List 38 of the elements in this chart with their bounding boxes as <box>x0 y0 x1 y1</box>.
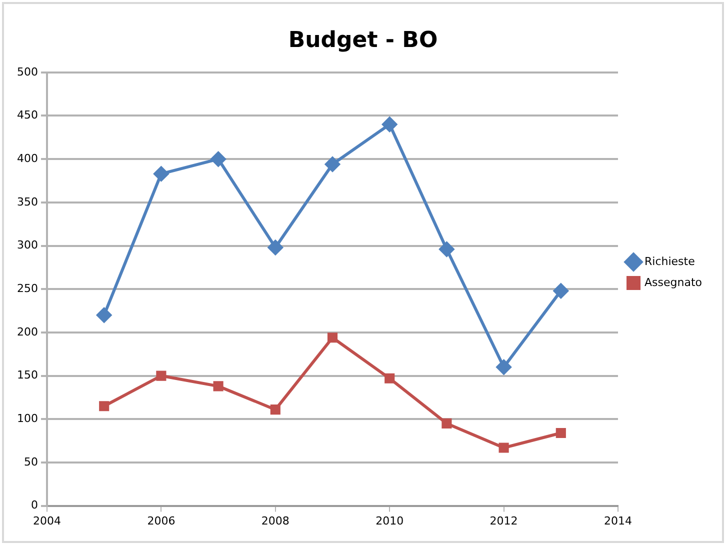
point <box>439 242 454 257</box>
x-tick-label: 2014 <box>604 514 632 528</box>
y-tick-label: 400 <box>16 152 38 165</box>
point <box>96 308 112 323</box>
point <box>382 116 398 132</box>
y-tick-label: 300 <box>16 238 38 252</box>
point <box>442 418 452 428</box>
point <box>268 240 283 255</box>
legend-label: Richieste <box>644 254 696 268</box>
point <box>99 401 110 412</box>
x-tick-label: 2010 <box>376 514 404 528</box>
point <box>496 360 512 375</box>
x-tick-label: 2006 <box>147 514 176 528</box>
point <box>498 442 509 453</box>
legend-label: Assegnato <box>644 276 702 289</box>
y-tick-label: 500 <box>16 65 38 78</box>
y-tick-label: 450 <box>16 108 38 122</box>
y-tick-label: 250 <box>16 282 38 295</box>
y-tick-label: 100 <box>16 412 38 425</box>
y-tick-label: 200 <box>16 325 38 338</box>
chart-title: Budget - BO <box>288 28 438 53</box>
point <box>156 370 166 381</box>
x-tick-label: 2008 <box>261 514 290 528</box>
x-tick-label: 2012 <box>490 514 518 528</box>
point <box>270 404 280 415</box>
y-tick-label: 0 <box>30 498 38 512</box>
y-tick-label: 50 <box>24 455 38 468</box>
point <box>327 332 338 343</box>
y-tick-label: 350 <box>16 195 38 208</box>
point <box>325 156 340 172</box>
point <box>210 152 226 167</box>
point <box>384 373 395 384</box>
point <box>553 283 568 298</box>
point <box>213 381 224 392</box>
y-tick-label: 150 <box>16 368 38 382</box>
x-tick-label: 2004 <box>32 514 61 528</box>
point <box>154 166 169 182</box>
point <box>556 428 566 438</box>
